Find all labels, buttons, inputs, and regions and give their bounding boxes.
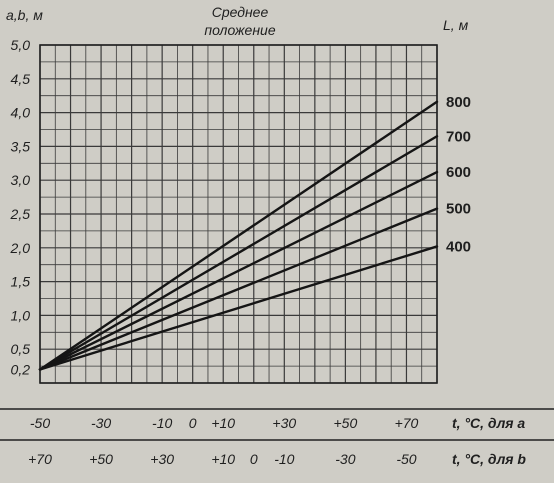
y-tick-label: 0,2 [11, 361, 31, 377]
y-tick-label: 2,5 [10, 206, 31, 222]
series-line-500 [38, 207, 439, 371]
y-tick-label: 3,0 [11, 172, 31, 188]
x-tick-label-a: -30 [91, 415, 111, 431]
y-tick-label: 4,0 [11, 105, 31, 121]
x-axis-label-b: t, °C, для b [452, 451, 526, 467]
y-axis-label: a,b, м [6, 7, 43, 23]
series-label-500: 500 [446, 201, 471, 218]
y-tick-label: 3,5 [11, 138, 31, 154]
plot-frame [39, 44, 438, 384]
x-tick-label-b: +30 [150, 451, 174, 467]
chart-labels: 5,0 4,5 4,0 3,5 3,0 2,5 2,0 1,5 1,0 0,5 0,2 -50 -30 -… [10, 37, 472, 467]
chart-series [38, 100, 439, 371]
series-label-600: 600 [446, 164, 471, 181]
x-tick-label-b: 0 [250, 451, 258, 467]
chart-title: Среднее [212, 4, 269, 20]
x-tick-label-b: +50 [89, 451, 113, 467]
x-tick-label-a: -10 [152, 415, 172, 431]
y-tick-label: 1,0 [11, 307, 31, 323]
series-label-700: 700 [446, 128, 471, 145]
x-tick-label-a: +30 [272, 415, 296, 431]
y-tick-label: 2,0 [10, 240, 31, 256]
x-tick-label-b: -50 [396, 451, 416, 467]
x-tick-label-b: -30 [335, 451, 355, 467]
y-tick-label: 1,5 [11, 274, 31, 290]
y-tick-label: 4,5 [11, 71, 31, 87]
x-tick-label-a: +50 [334, 415, 358, 431]
series-label-400: 400 [446, 238, 471, 255]
chart-grid [0, 44, 554, 441]
y-tick-label: 5,0 [11, 37, 31, 53]
series-line-400 [38, 245, 439, 371]
x-tick-label-a: +10 [211, 415, 235, 431]
x-tick-label-a: 0 [189, 415, 197, 431]
y-tick-label: 0,5 [11, 341, 31, 357]
chart-title-line2: положение [204, 22, 275, 38]
series-label-800: 800 [446, 94, 471, 111]
x-tick-label-b: -10 [274, 451, 294, 467]
legend-title: L, м [443, 17, 469, 33]
x-tick-label-b: +70 [28, 451, 52, 467]
x-tick-label-b: +10 [211, 451, 235, 467]
x-tick-label-a: +70 [395, 415, 419, 431]
series-line-800 [38, 100, 439, 371]
series-line-600 [38, 170, 439, 371]
x-axis-label-a: t, °C, для a [452, 415, 525, 431]
x-tick-label-a: -50 [30, 415, 50, 431]
series-line-700 [38, 135, 439, 371]
